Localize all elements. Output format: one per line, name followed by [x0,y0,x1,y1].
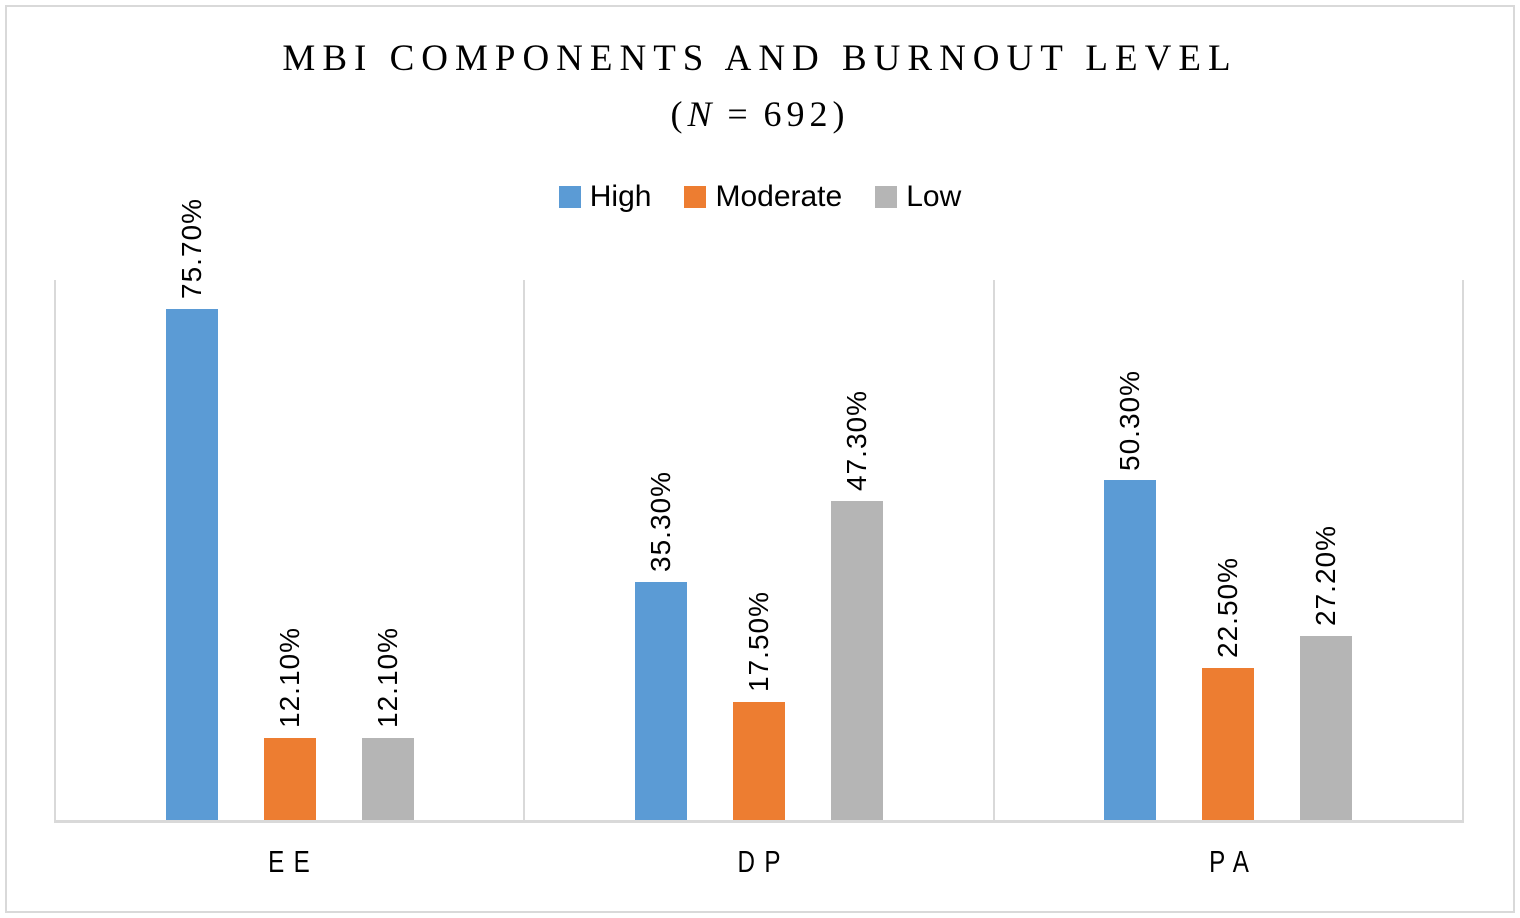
bar-cell-low-ee: 12.10% [361,627,414,820]
category-axis: EE DP PA [54,846,1464,877]
data-label-high-pa: 50.30% [1114,369,1146,471]
subtitle-n-symbol: N [687,94,717,134]
subtitle-close-paren: ) [832,94,850,134]
data-label-moderate-ee: 12.10% [273,627,305,729]
category-label-ee: EE [268,844,320,879]
bar-high-ee [165,309,218,820]
bar-cell-moderate-dp: 17.50% [732,590,785,820]
category-label-pa: PA [1209,844,1259,879]
subtitle-equals: = [727,94,753,134]
legend-item-low: Low [875,182,961,212]
bar-high-dp [634,581,687,820]
data-label-low-pa: 27.20% [1310,525,1342,627]
subtitle-open-paren: ( [670,94,688,134]
bar-high-pa [1104,480,1157,820]
bar-low-dp [830,500,883,820]
data-label-low-dp: 47.30% [840,389,872,491]
category-panel-dp: 35.30% 17.50% 47.30% [523,280,992,820]
category-panel-ee: 75.70% 12.10% 12.10% [54,198,523,820]
legend-item-high: High [558,180,652,213]
legend-label-low: Low [906,180,962,213]
legend-label-high: High [589,180,652,213]
legend-swatch-low [875,186,898,208]
bar-moderate-ee [263,738,316,820]
legend-swatch-high [558,186,581,208]
bar-cell-high-pa: 50.30% [1104,369,1157,820]
bar-cell-high-ee: 75.70% [165,198,218,820]
legend-swatch-moderate [684,186,707,208]
bar-moderate-pa [1202,668,1255,820]
bar-cell-high-dp: 35.30% [634,470,687,820]
category-panel-pa: 50.30% 22.50% 27.20% [992,280,1464,820]
data-label-moderate-dp: 17.50% [742,590,774,692]
bar-cell-moderate-ee: 12.10% [263,627,316,820]
data-label-low-ee: 12.10% [371,627,403,729]
legend: High Moderate Low [0,182,1520,212]
bar-low-ee [361,738,414,820]
legend-item-moderate: Moderate [684,182,842,212]
chart-subtitle: (N = 692) [0,93,1520,135]
chart-title: MBI COMPONENTS AND BURNOUT LEVEL [282,38,1238,79]
bar-cell-low-pa: 27.20% [1300,525,1353,820]
data-label-high-ee: 75.70% [175,198,207,300]
data-label-high-dp: 35.30% [644,470,676,572]
bar-moderate-dp [732,701,785,820]
plot-area: 75.70% 12.10% 12.10% 35.30% 17.50% 47.30% 50.3… [54,198,1464,823]
bar-cell-moderate-pa: 22.50% [1202,557,1255,820]
subtitle-value: 692 [763,94,833,134]
data-label-moderate-pa: 22.50% [1212,557,1244,659]
bar-low-pa [1300,636,1353,820]
legend-label-moderate: Moderate [715,180,843,213]
category-label-dp: DP [737,844,790,879]
bar-cell-low-dp: 47.30% [830,389,883,820]
